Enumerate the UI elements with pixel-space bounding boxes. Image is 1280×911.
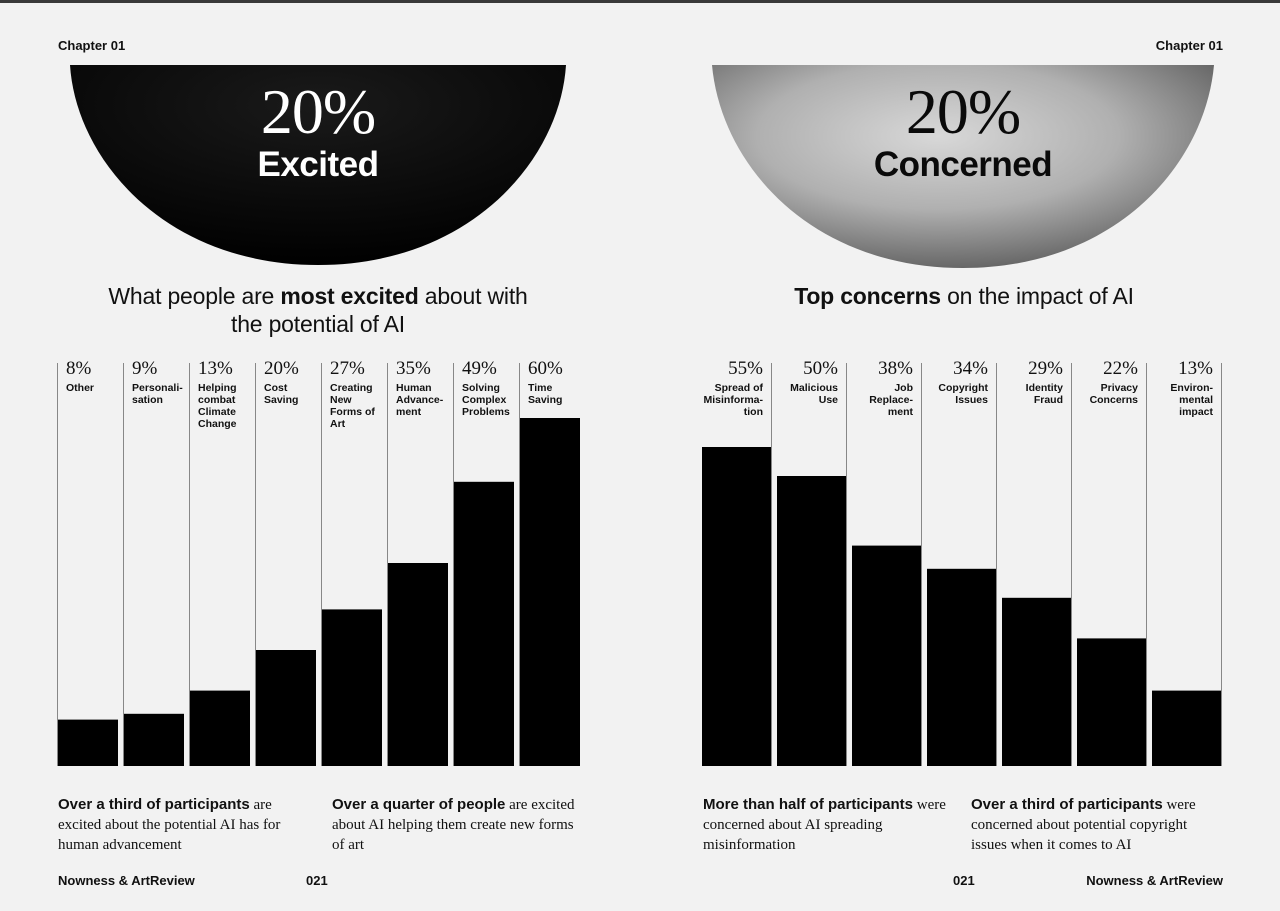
category-label: tion	[744, 406, 763, 418]
category-label: Issues	[955, 394, 988, 406]
category-label: Saving	[528, 394, 562, 406]
category-label: mental	[1179, 394, 1213, 406]
value-label: 20%	[264, 358, 299, 379]
category-label: Saving	[264, 394, 298, 406]
footer-brand-left: Nowness & ArtReview	[58, 873, 195, 888]
value-label: 50%	[803, 358, 838, 379]
category-label: sation	[132, 394, 163, 406]
bar-6	[388, 563, 448, 766]
left-chart-heading: What people are most excited about with …	[108, 283, 528, 337]
category-label: Other	[66, 382, 94, 394]
caption-left-1: Over a third of participants are excited…	[58, 796, 281, 853]
category-label: ment	[888, 406, 914, 418]
bar-4	[256, 650, 316, 766]
bar-3	[852, 545, 921, 766]
footer-brand-right: Nowness & ArtReview	[1086, 873, 1223, 888]
category-label: Copyright	[938, 382, 988, 394]
concerned-percentage: 20%	[905, 76, 1021, 147]
category-label: Climate	[198, 406, 236, 418]
category-label: Fraud	[1034, 394, 1063, 406]
category-label: Problems	[462, 406, 510, 418]
black-hemisphere	[70, 65, 566, 265]
category-label: Solving	[462, 382, 500, 394]
bar-5	[322, 609, 382, 766]
bar-2	[777, 476, 846, 766]
category-label: Human	[396, 382, 432, 394]
hemisphere-images	[70, 65, 1214, 268]
category-label: Complex	[462, 394, 507, 406]
footer-page-right: 021	[953, 873, 975, 888]
category-label: Concerns	[1090, 394, 1139, 406]
category-label: Helping	[198, 382, 237, 394]
category-label: Spread of	[715, 382, 764, 394]
silver-hemisphere	[712, 65, 1214, 268]
value-label: 49%	[462, 358, 497, 379]
category-label: Environ-	[1170, 382, 1213, 394]
bar-1	[58, 719, 118, 766]
category-label: Time	[528, 382, 552, 394]
bar-4	[927, 568, 996, 766]
category-label: Use	[819, 394, 838, 406]
category-label: Creating	[330, 382, 373, 394]
category-label: Privacy	[1101, 382, 1139, 394]
value-label: 13%	[198, 358, 233, 379]
category-label: combat	[198, 394, 236, 406]
bar-5	[1002, 597, 1071, 766]
bar-8	[520, 418, 580, 766]
value-label: 35%	[396, 358, 431, 379]
caption-right-1: More than half of participants were conc…	[703, 796, 946, 853]
category-label: Replace-	[869, 394, 913, 406]
caption-left-2: Over a quarter of people are excited abo…	[332, 796, 575, 853]
category-label: Job	[894, 382, 913, 394]
bar-6	[1077, 638, 1146, 766]
category-label: Forms of	[330, 406, 375, 418]
category-label: impact	[1179, 406, 1213, 418]
caption-right-2: Over a third of participants were concer…	[971, 796, 1196, 853]
value-label: 9%	[132, 358, 158, 379]
value-label: 34%	[953, 358, 988, 379]
chapter-label-right: Chapter 01	[1155, 38, 1223, 53]
category-label: ment	[396, 406, 422, 418]
chapter-label-left: Chapter 01	[58, 38, 126, 53]
category-label: Malicious	[790, 382, 838, 394]
value-label: 55%	[728, 358, 763, 379]
category-label: Misinforma-	[703, 394, 763, 406]
category-label: Identity	[1026, 382, 1063, 394]
top-border	[0, 0, 1280, 3]
bar-1	[702, 447, 771, 766]
concerned-label: Concerned	[873, 145, 1053, 184]
value-label: 29%	[1028, 358, 1063, 379]
value-label: 8%	[66, 358, 92, 379]
value-label: 38%	[878, 358, 913, 379]
excited-percentage: 20%	[260, 76, 376, 147]
excited-label: Excited	[257, 145, 380, 184]
value-label: 60%	[528, 358, 563, 379]
bar-7	[454, 481, 514, 766]
bar-2	[124, 713, 184, 766]
category-label: Change	[198, 418, 237, 430]
value-label: 13%	[1178, 358, 1213, 379]
bar-3	[190, 690, 250, 766]
category-label: Art	[330, 418, 346, 430]
bar-7	[1152, 690, 1221, 766]
category-label: Personali-	[132, 382, 183, 394]
value-label: 22%	[1103, 358, 1138, 379]
category-label: Advance-	[396, 394, 444, 406]
category-label: Cost	[264, 382, 288, 394]
category-label: New	[330, 394, 352, 406]
footer-page-left: 021	[306, 873, 328, 888]
right-chart-heading: Top concerns on the impact of AI	[794, 283, 1134, 309]
excited-bar-chart: 8% Other 9% Personali-sation 13% Helpingcomba…	[57, 358, 580, 766]
value-label: 27%	[330, 358, 365, 379]
